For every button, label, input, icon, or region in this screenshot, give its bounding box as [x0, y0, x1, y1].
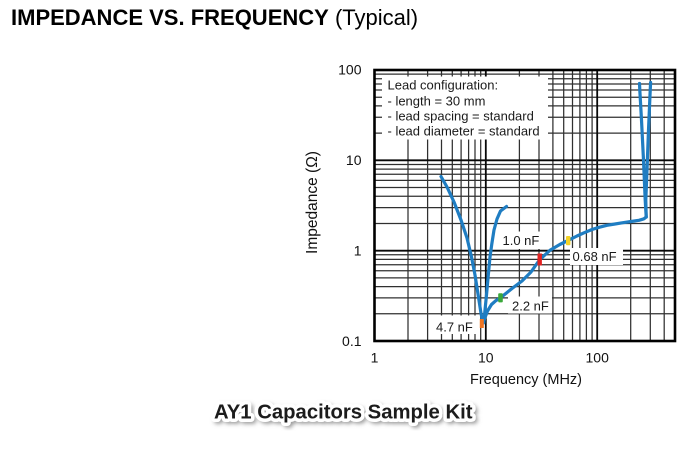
svg-text:10: 10 — [346, 152, 362, 168]
svg-text:100: 100 — [586, 349, 610, 365]
svg-text:1.0 nF: 1.0 nF — [503, 233, 540, 248]
svg-text:4.7 nF: 4.7 nF — [436, 319, 473, 334]
svg-text:1: 1 — [371, 349, 379, 365]
svg-text:- lead spacing = standard: - lead spacing = standard — [388, 108, 534, 123]
svg-text:100: 100 — [338, 62, 362, 78]
svg-text:2.2 nF: 2.2 nF — [512, 298, 549, 313]
svg-text:AY1 Capacitors Sample Kit: AY1 Capacitors Sample Kit — [214, 402, 473, 424]
svg-text:- lead diameter = standard: - lead diameter = standard — [388, 123, 540, 138]
svg-text:0.1: 0.1 — [342, 333, 362, 349]
svg-text:Impedance (Ω): Impedance (Ω) — [304, 151, 321, 254]
svg-text:Lead configuration:: Lead configuration: — [388, 78, 499, 93]
svg-text:1: 1 — [354, 243, 362, 259]
svg-text:- length = 30 mm: - length = 30 mm — [388, 93, 486, 108]
svg-text:AY1 Capacitors Sample Kit: AY1 Capacitors Sample Kit — [217, 404, 476, 426]
svg-text:Frequency (MHz): Frequency (MHz) — [470, 372, 582, 388]
svg-text:0.68 nF: 0.68 nF — [573, 249, 617, 264]
svg-text:10: 10 — [478, 349, 494, 365]
